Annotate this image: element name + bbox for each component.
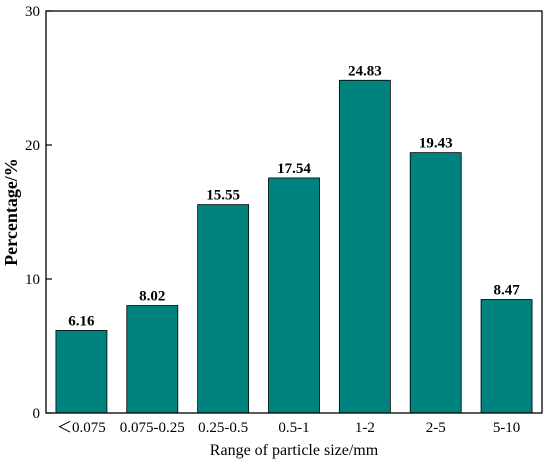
data-label: 15.55 — [206, 188, 240, 204]
bar — [126, 305, 179, 414]
x-tick-label: ＜0.075 — [57, 420, 106, 436]
data-label: 19.43 — [419, 136, 453, 152]
axes-group — [45, 10, 543, 414]
x-tick-label: 2-5 — [426, 420, 446, 436]
x-tick-label: 1-2 — [355, 420, 375, 436]
y-axis-title: Percentage/% — [1, 158, 21, 266]
data-label: 8.02 — [139, 289, 165, 305]
x-tick-label: 0.5-1 — [278, 420, 309, 436]
y-tick-label: 10 — [25, 272, 40, 288]
data-label: 17.54 — [277, 161, 311, 177]
bar — [268, 177, 320, 414]
x-tick-label: 5-10 — [493, 420, 521, 436]
bar — [338, 79, 391, 414]
y-axis-ticks: 0 10 20 30 — [25, 4, 52, 422]
x-tick-label: 0.075-0.25 — [120, 420, 185, 436]
data-label: 8.47 — [493, 283, 520, 299]
y-tick-label: 0 — [33, 406, 41, 422]
x-axis-title: Range of particle size/mm — [210, 442, 379, 459]
y-tick-label: 30 — [25, 4, 40, 20]
plot-frame — [45, 10, 543, 414]
bars-group — [55, 79, 533, 414]
bar — [55, 330, 108, 414]
data-labels-group: 6.16 8.02 15.55 17.54 24.83 19.43 8.47 — [68, 63, 520, 329]
bar — [409, 152, 462, 414]
bar — [197, 204, 250, 414]
data-label: 24.83 — [348, 63, 382, 79]
y-tick-label: 20 — [25, 138, 40, 154]
data-label: 6.16 — [68, 313, 95, 329]
x-tick-label: 0.25-0.5 — [198, 420, 248, 436]
x-axis-ticks: ＜0.075 0.075-0.25 0.25-0.5 0.5-1 1-2 2-5 5-10 — [57, 420, 520, 436]
bar — [480, 299, 533, 414]
